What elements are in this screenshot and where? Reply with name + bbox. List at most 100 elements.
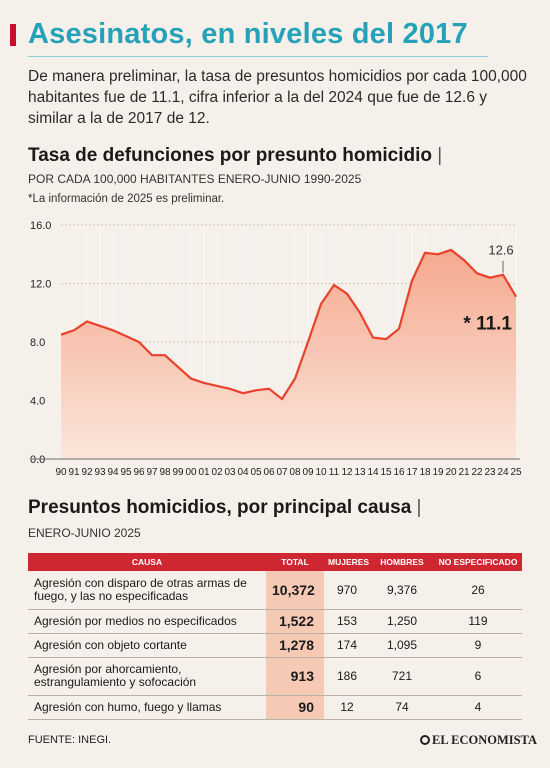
- x-tick-label: 17: [406, 467, 418, 478]
- x-tick-label: 02: [211, 467, 223, 478]
- x-tick-label: 22: [471, 467, 483, 478]
- x-tick-label: 10: [315, 467, 327, 478]
- chart-axes: 16.012.08.04.00.090 91 92 93 94 95 96 97 98 99 00 0…: [30, 220, 522, 478]
- cell-hombres: 74: [370, 695, 434, 720]
- cell-mujeres: 174: [324, 633, 370, 658]
- cell-mujeres: 186: [324, 657, 370, 696]
- brand-logo: EL ECONOMISTA: [420, 733, 537, 748]
- x-tick-label: 18: [419, 467, 431, 478]
- x-tick-label: 04: [237, 467, 249, 478]
- cell-total: 1,522: [266, 609, 324, 634]
- table-title-text: Presuntos homicidios, por principal caus…: [28, 497, 412, 518]
- title-rule: [28, 56, 488, 57]
- table-title: Presuntos homicidios, por principal caus…: [28, 497, 421, 519]
- table-row: Agresión por ahorcamiento, estrangulamie…: [28, 657, 522, 696]
- cell-causa: Agresión con objeto cortante: [28, 633, 266, 658]
- x-tick-label: 16: [393, 467, 405, 478]
- x-tick-label: 07: [276, 467, 288, 478]
- cell-total: 10,372: [266, 571, 324, 610]
- homicide-rate-chart: 16.012.08.04.00.090 91 92 93 94 95 96 97 98 99 00 0…: [30, 220, 522, 478]
- x-tick-label: 00: [185, 467, 197, 478]
- table-row: Agresión por medios no especificados 1,5…: [28, 609, 522, 634]
- cell-no-especificado: 4: [434, 695, 522, 720]
- cell-total: 1,278: [266, 633, 324, 658]
- chart-labels: 12.6 * 11.1: [463, 243, 513, 335]
- chart-note: *La información de 2025 es preliminar.: [28, 193, 225, 205]
- cell-hombres: 1,095: [370, 633, 434, 658]
- x-tick-label: 98: [159, 467, 171, 478]
- header-causa: CAUSA: [131, 557, 163, 567]
- chart-title-text: Tasa de defunciones por presunto homicid…: [28, 145, 432, 166]
- cell-no-especificado: 26: [434, 571, 522, 610]
- header-hombres: HOMBRES: [380, 557, 424, 567]
- lead-paragraph: De manera preliminar, la tasa de presunt…: [28, 68, 527, 127]
- x-tick-label: 94: [107, 467, 119, 478]
- page-title: Asesinatos, en niveles del 2017: [28, 18, 468, 50]
- title-bar: Asesinatos, en niveles del 2017: [0, 16, 550, 57]
- x-tick-label: 24: [497, 467, 509, 478]
- x-tick-label: 21: [458, 467, 470, 478]
- cell-causa: Agresión con humo, fuego y llamas: [28, 695, 266, 720]
- table-row: Agresión con objeto cortante 1,278 174 1…: [28, 633, 522, 658]
- cell-causa: Agresión con disparo de otras armas de f…: [28, 571, 266, 610]
- globe-icon: [420, 735, 430, 745]
- chart-title: Tasa de defunciones por presunto homicid…: [28, 145, 442, 167]
- cell-no-especificado: 9: [434, 633, 522, 658]
- x-tick-label: 25: [510, 467, 522, 478]
- cell-hombres: 721: [370, 657, 434, 696]
- header-mujeres: MUJERES: [328, 557, 370, 567]
- x-tick-label: 23: [484, 467, 496, 478]
- table-subtitle: ENERO-JUNIO 2025: [28, 526, 141, 540]
- x-tick-label: 95: [120, 467, 132, 478]
- cell-total: 90: [266, 695, 324, 720]
- cell-no-especificado: 6: [434, 657, 522, 696]
- cell-total: 913: [266, 657, 324, 696]
- annotation-2024: 12.6: [488, 243, 513, 258]
- causes-table: CAUSA TOTAL MUJERES HOMBRES NO ESPECIFIC…: [28, 553, 522, 720]
- cell-no-especificado: 119: [434, 609, 522, 634]
- header-total: TOTAL: [281, 557, 309, 567]
- x-tick-label: 93: [94, 467, 106, 478]
- x-tick-label: 08: [289, 467, 301, 478]
- x-tick-label: 11: [329, 467, 340, 478]
- chart-title-bar: |: [437, 145, 443, 166]
- y-tick-label: 16.0: [30, 220, 51, 232]
- x-tick-label: 06: [263, 467, 275, 478]
- x-tick-label: 20: [445, 467, 457, 478]
- source-note: FUENTE: INEGI.: [28, 734, 112, 746]
- cell-mujeres: 153: [324, 609, 370, 634]
- cell-hombres: 1,250: [370, 609, 434, 634]
- brand-logo-text: EL ECONOMISTA: [432, 733, 537, 747]
- cell-mujeres: 12: [324, 695, 370, 720]
- cell-mujeres: 970: [324, 571, 370, 610]
- x-tick-label: 97: [146, 467, 158, 478]
- x-tick-label: 09: [302, 467, 314, 478]
- x-tick-label: 19: [432, 467, 444, 478]
- series-line: [60, 248, 517, 401]
- chart-subtitle: POR CADA 100,000 HABITANTES ENERO-JUNIO …: [28, 172, 362, 186]
- x-tick-label: 03: [224, 467, 236, 478]
- x-tick-label: 91: [68, 467, 80, 478]
- cell-hombres: 9,376: [370, 571, 434, 610]
- x-tick-label: 12: [341, 467, 353, 478]
- header-no-especificado: NO ESPECIFICADO: [438, 557, 518, 567]
- x-tick-label: 01: [198, 467, 210, 478]
- table-row: Agresión con humo, fuego y llamas 90 12 …: [28, 695, 522, 720]
- y-tick-label: 0.0: [30, 454, 45, 466]
- x-tick-label: 13: [354, 467, 366, 478]
- table-row: Agresión con disparo de otras armas de f…: [28, 571, 522, 610]
- y-tick-label: 8.0: [30, 337, 45, 349]
- cell-causa: Agresión por medios no especificados: [28, 609, 266, 634]
- x-tick-label: 92: [81, 467, 93, 478]
- y-tick-label: 4.0: [30, 396, 45, 408]
- table-header-row: CAUSA TOTAL MUJERES HOMBRES NO ESPECIFIC…: [28, 553, 522, 571]
- area-fill: [61, 249, 516, 459]
- x-tick-label: 14: [367, 467, 379, 478]
- cell-causa: Agresión por ahorcamiento, estrangulamie…: [28, 657, 266, 696]
- x-tick-label: 99: [172, 467, 184, 478]
- x-tick-label: 15: [380, 467, 392, 478]
- x-tick-label: 96: [133, 467, 145, 478]
- annotation-2025: * 11.1: [463, 314, 512, 335]
- table-title-bar: |: [416, 497, 422, 518]
- x-tick-label: 05: [250, 467, 262, 478]
